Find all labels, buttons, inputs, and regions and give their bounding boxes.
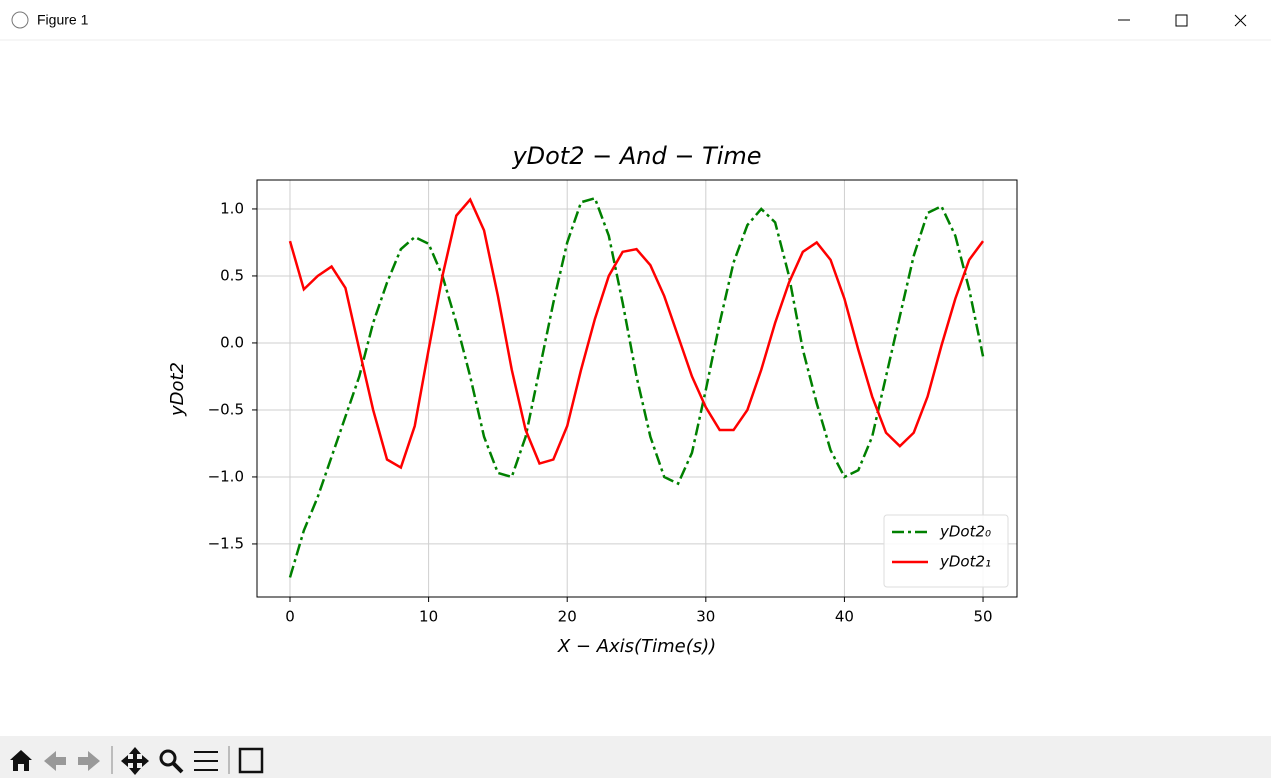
maximize-button[interactable] (1175, 14, 1188, 27)
x-tick-label: 40 (835, 608, 854, 626)
data-line (288, 197, 985, 470)
home-button[interactable] (10, 750, 32, 771)
y-tick-label: 1.0 (220, 199, 244, 217)
zoom-handle (171, 761, 184, 774)
x-tick-label: 20 (558, 608, 577, 626)
x-tick-label: 10 (419, 608, 438, 626)
app-icon (11, 11, 29, 29)
y-tick-label: −1.5 (208, 534, 244, 552)
axes-frame (256, 179, 1018, 598)
data-line (288, 196, 985, 578)
save-button[interactable] (238, 747, 264, 774)
x-tick-label: 0 (285, 608, 295, 626)
forward-button[interactable] (78, 751, 100, 771)
back-button[interactable] (44, 751, 66, 771)
x-tick-label: 30 (696, 608, 715, 626)
x-tick-label: 50 (973, 608, 992, 626)
y-axis-label: yDot2 (167, 362, 188, 417)
title-bar (0, 0, 1271, 40)
y-tick-label: −0.5 (208, 400, 244, 418)
y-tick-label: 0.5 (220, 266, 244, 284)
window-title: Figure 1 (37, 12, 89, 28)
pan-button[interactable] (121, 747, 149, 775)
y-tick-label: −1.0 (208, 467, 244, 485)
toolbar (0, 736, 1271, 778)
chart-title: yDot2 − And − Time (511, 142, 761, 170)
zoom-button[interactable] (159, 749, 177, 767)
y-tick-label: 0.0 (220, 333, 244, 351)
configure-button[interactable] (194, 751, 218, 771)
legend-label: yDot2₀ (939, 523, 991, 541)
close-button[interactable] (1234, 14, 1247, 27)
x-axis-label: X − Axis(Time(s)) (557, 636, 716, 657)
legend-label: yDot2₁ (939, 553, 991, 571)
